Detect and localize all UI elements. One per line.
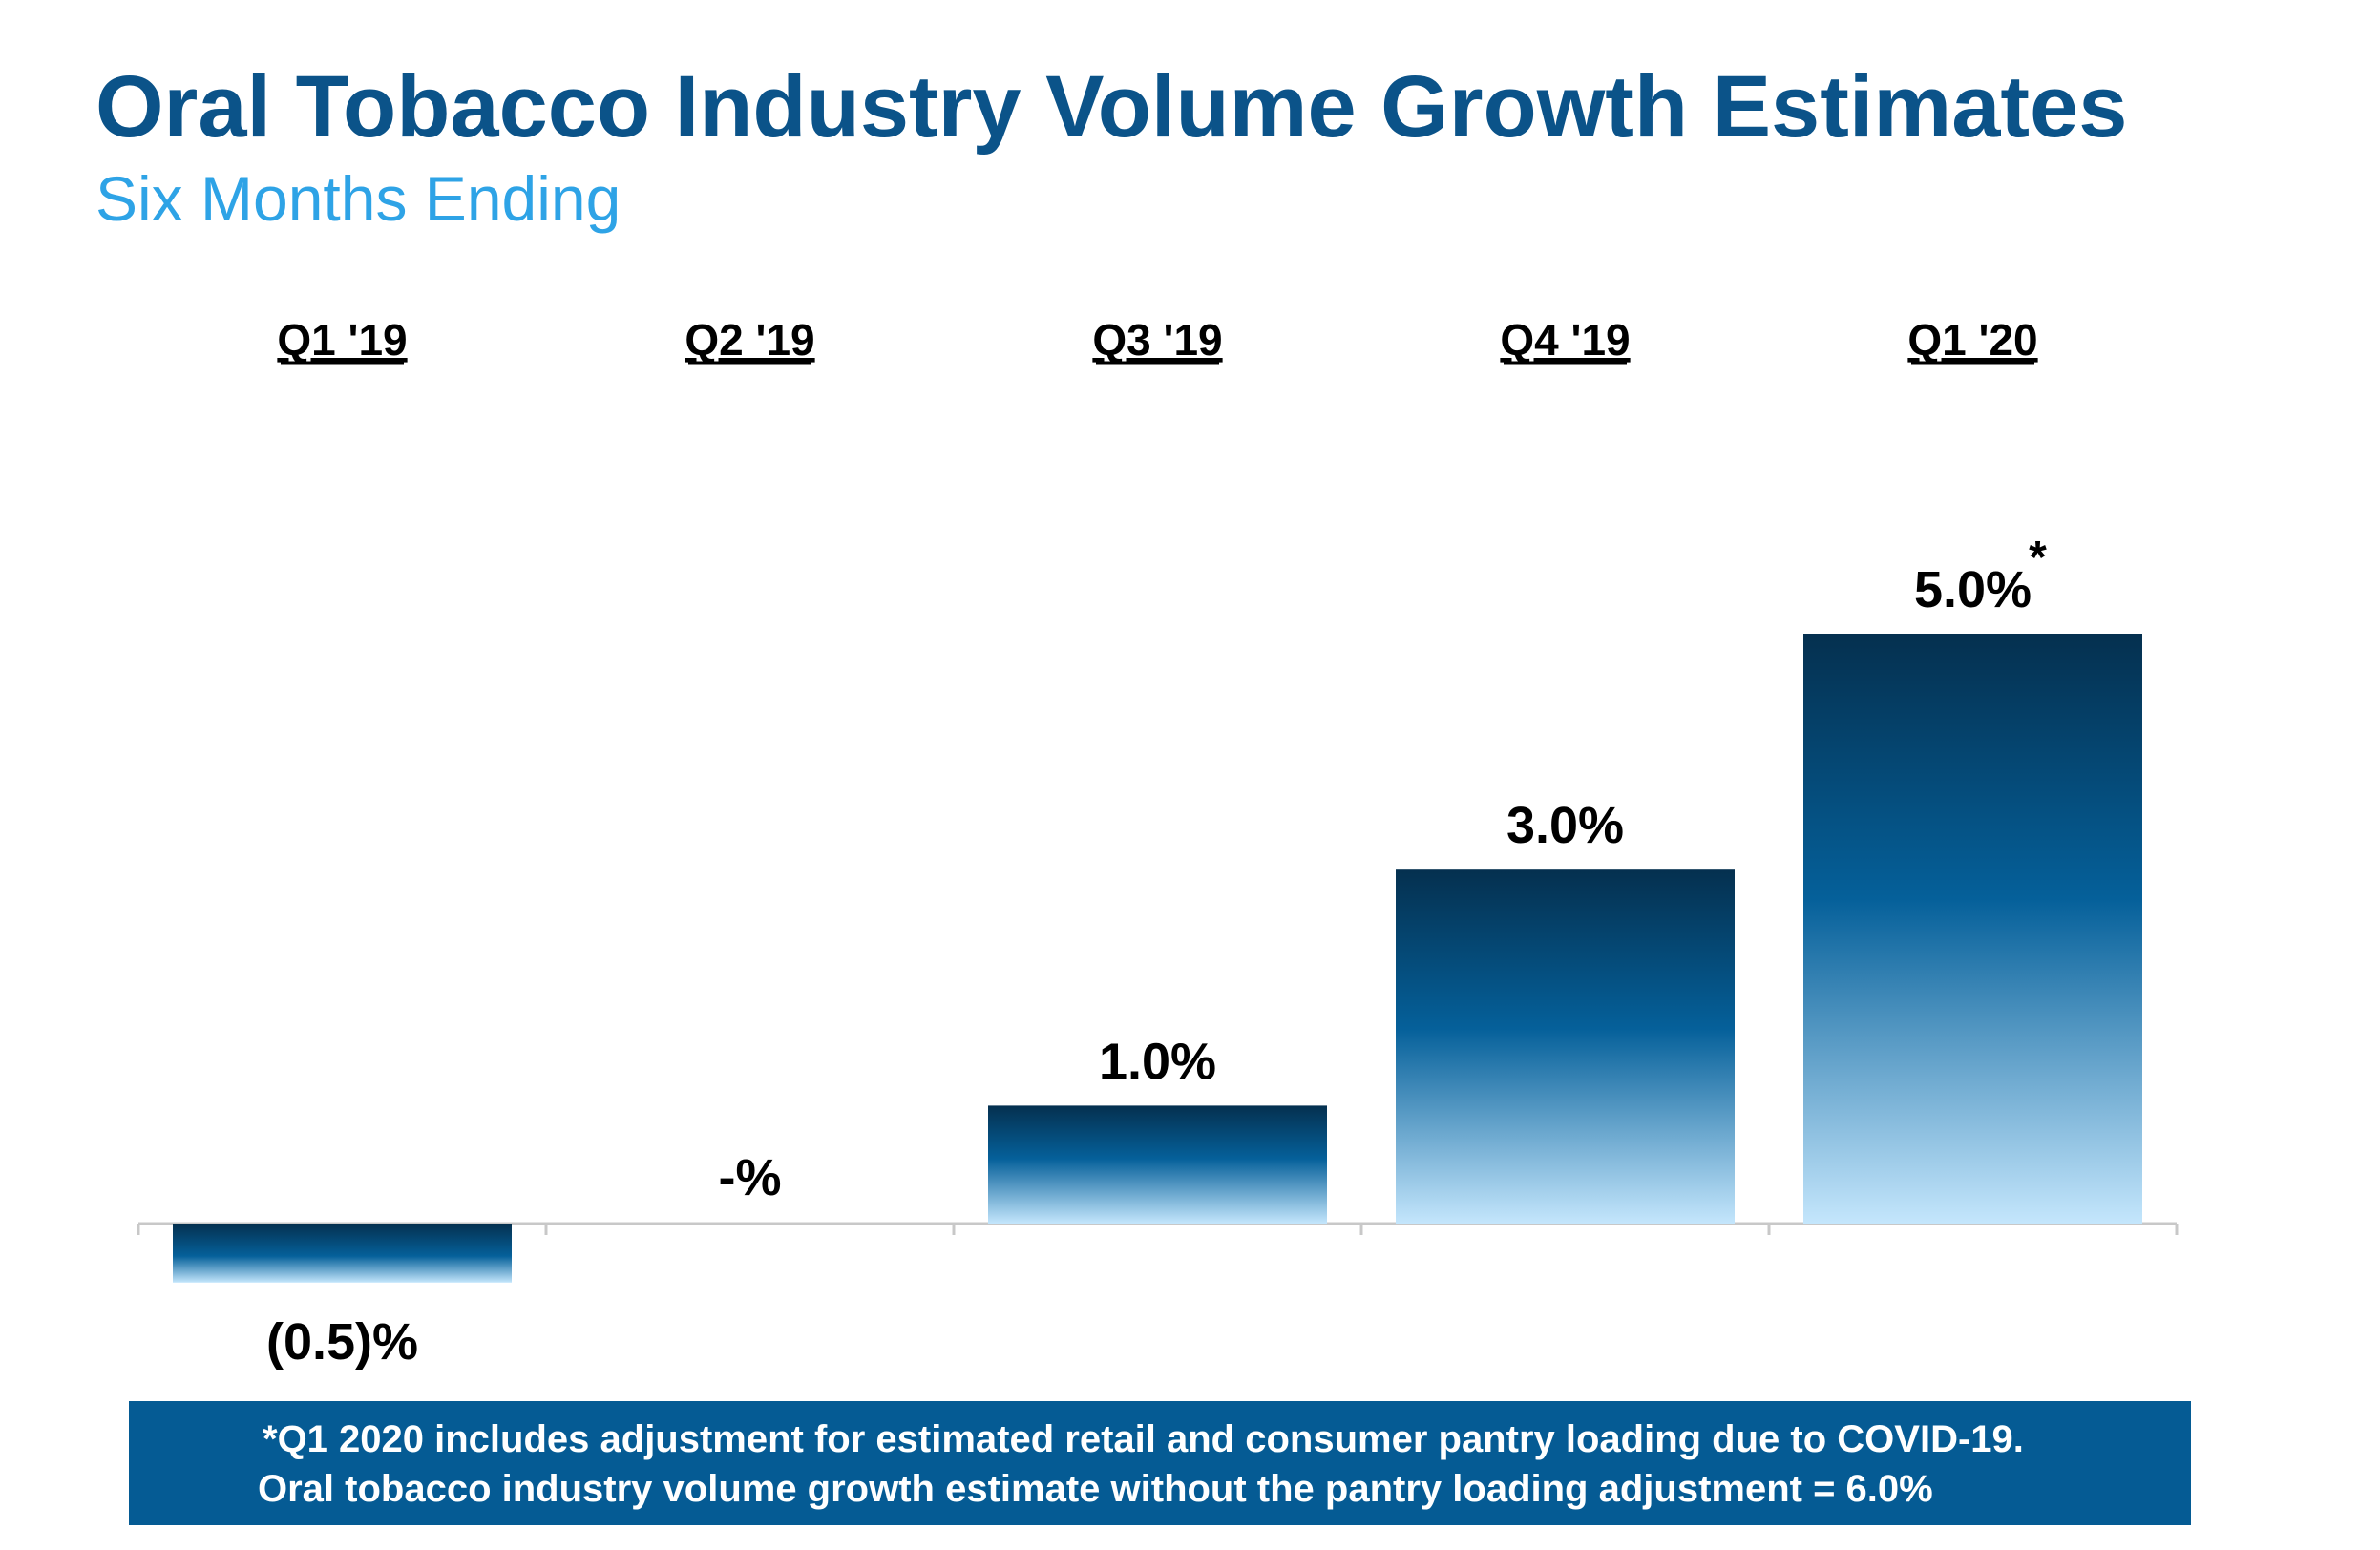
data-label: (0.5)%: [266, 1313, 418, 1371]
data-label: 5.0%: [1914, 561, 2032, 618]
data-label: -%: [719, 1149, 782, 1206]
footnote-line-1: *Q1 2020 includes adjustment for estimat…: [263, 1418, 2024, 1460]
data-label: 3.0%: [1506, 797, 1624, 854]
chart-title: Oral Tobacco Industry Volume Growth Esti…: [95, 58, 2128, 156]
bar: [988, 1105, 1327, 1224]
chart-subtitle: Six Months Ending: [95, 163, 621, 234]
bar: [1803, 634, 2142, 1224]
category-label: Q4 '19: [1500, 315, 1630, 365]
footnote-line-2: Oral tobacco industry volume growth esti…: [258, 1468, 1933, 1510]
bar: [1396, 869, 1735, 1224]
category-label: Q3 '19: [1092, 315, 1222, 365]
footnote-box: *Q1 2020 includes adjustment for estimat…: [129, 1401, 2191, 1525]
category-label: Q1 '20: [1907, 315, 2037, 365]
annotation-asterisk: *: [2029, 533, 2047, 583]
bar-chart: Q1 '19 (0.5)% Q2 '19 -% Q3 '19 1.0% Q4 '19 3.0%…: [137, 315, 2179, 1371]
bar: [173, 1224, 512, 1283]
data-label: 1.0%: [1099, 1033, 1216, 1090]
category-label: Q2 '19: [685, 315, 814, 365]
category-label: Q1 '19: [277, 315, 407, 365]
